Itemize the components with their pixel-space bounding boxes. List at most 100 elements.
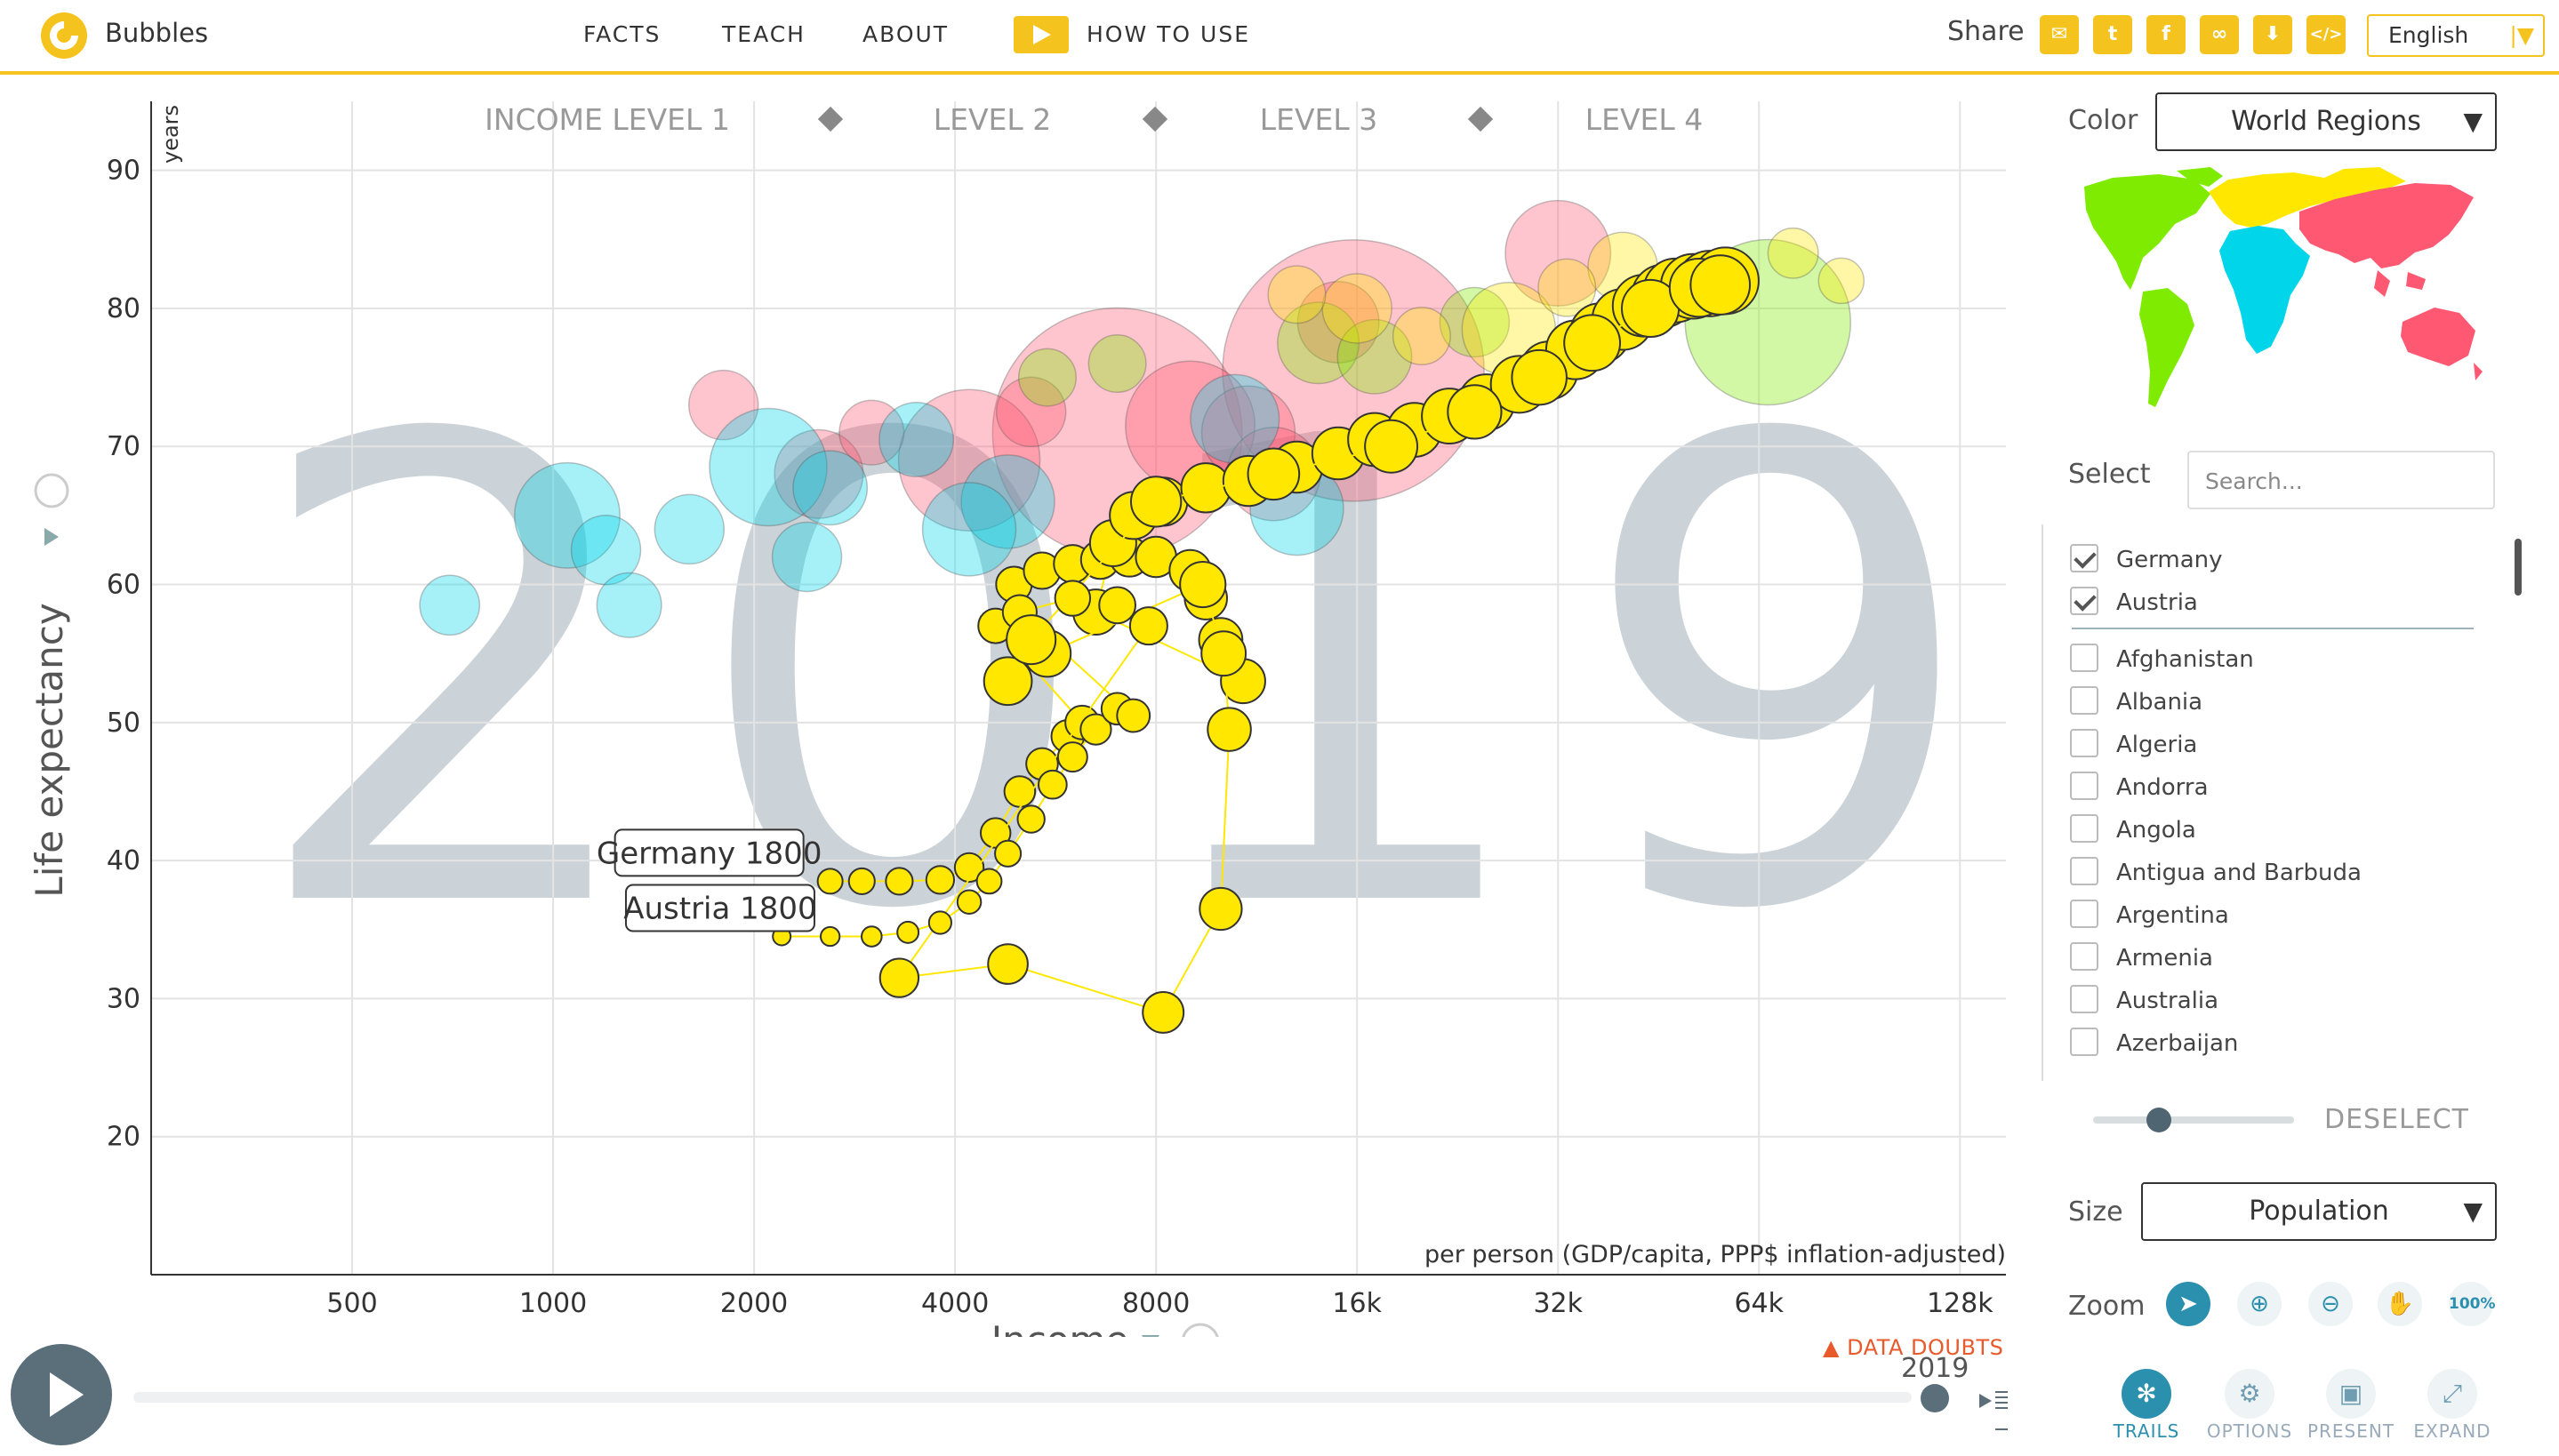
link-icon[interactable]: ∞ — [2200, 15, 2239, 54]
trail-bubble-austria — [878, 957, 920, 998]
gapminder-logo-icon[interactable] — [39, 11, 89, 60]
trails-label[interactable]: TRAILS — [2113, 1420, 2180, 1442]
trail-label: Austria 1800 — [623, 892, 816, 927]
top-navigation-bar: Bubbles FACTS TEACH ABOUT HOW TO USE Sha… — [0, 0, 2559, 75]
income-level-label: LEVEL 4 — [1585, 102, 1704, 137]
language-select[interactable]: English |▼ — [2367, 14, 2545, 57]
checkbox[interactable] — [2070, 644, 2098, 672]
list-item-label: Azerbaijan — [2116, 1030, 2239, 1057]
checkbox[interactable] — [2070, 772, 2098, 800]
color-select[interactable]: World Regions ▼ — [2155, 92, 2497, 151]
checkbox-checked[interactable] — [2070, 544, 2098, 572]
zoom-in-icon[interactable]: ⊕ — [2237, 1282, 2282, 1326]
trail-bubble-austria — [956, 889, 983, 915]
bubble-chart[interactable]: 2019 500 1000 2000 4000 8000 16k 32k 64k 128k 20 3… — [0, 75, 2027, 1337]
facebook-icon[interactable]: f — [2146, 15, 2186, 54]
expand-icon[interactable]: ⤢ — [2427, 1369, 2477, 1419]
bubble-americas — [1336, 318, 1413, 395]
trail-bubble-austria — [1128, 606, 1168, 646]
y-tick-label: 50 — [107, 708, 140, 739]
opacity-slider-handle[interactable] — [2146, 1108, 2171, 1132]
bubble-asia — [687, 369, 759, 441]
options-gear-icon[interactable]: ⚙ — [2225, 1369, 2274, 1419]
checkbox[interactable] — [2070, 729, 2098, 757]
nav-facts[interactable]: FACTS — [583, 21, 662, 47]
checkbox[interactable] — [2070, 857, 2098, 885]
zoom-out-icon[interactable]: ⊖ — [2308, 1282, 2353, 1326]
bubble-africa — [878, 402, 955, 477]
checkbox[interactable] — [2070, 686, 2098, 715]
bubble-asia — [774, 428, 864, 519]
trail-label-box — [624, 884, 815, 932]
trail-bubble-austria — [896, 920, 920, 944]
timeline-slider[interactable] — [133, 1392, 1912, 1403]
trail-bubble-austria — [1179, 560, 1227, 609]
checkbox[interactable] — [2070, 942, 2098, 971]
list-scrollbar[interactable] — [2515, 539, 2522, 596]
trail-bubble-germany — [847, 867, 876, 895]
checkbox[interactable] — [2070, 900, 2098, 928]
map-asia — [2299, 183, 2474, 268]
trail-bubble-austria — [927, 910, 952, 935]
search-placeholder: Search... — [2205, 468, 2303, 494]
checkbox-checked[interactable] — [2070, 587, 2098, 615]
present-label[interactable]: PRESENT — [2306, 1420, 2395, 1442]
country-search-input[interactable]: Search... — [2187, 451, 2495, 509]
bubble-africa — [921, 482, 1017, 577]
bubble-europe — [1267, 265, 1327, 324]
bubble-africa — [792, 450, 869, 526]
bubble-africa — [596, 572, 662, 638]
options-label[interactable]: OPTIONS — [2206, 1420, 2293, 1442]
color-label: Color — [2068, 105, 2138, 136]
background-year: 2019 — [246, 304, 2018, 1049]
nav-teach[interactable]: TEACH — [722, 21, 806, 47]
trail-bubble-germany — [816, 868, 844, 895]
trail-bubble-austria — [1364, 419, 1419, 474]
expand-label[interactable]: EXPAND — [2413, 1420, 2491, 1442]
size-select[interactable]: Population ▼ — [2141, 1182, 2497, 1241]
pointer-icon[interactable]: ➤ — [2166, 1282, 2210, 1326]
x-tick-label: 64k — [1734, 1288, 1784, 1319]
zoom-label: Zoom — [2068, 1291, 2146, 1322]
zoom-reset-button[interactable]: 100% — [2449, 1282, 2496, 1326]
timeline-handle[interactable] — [1921, 1384, 1949, 1412]
embed-icon[interactable]: </> — [2306, 15, 2346, 54]
trail-bubble-austria — [1079, 713, 1112, 746]
bubble-asia — [897, 388, 1041, 532]
world-regions-map[interactable] — [2077, 165, 2495, 414]
x-tick-label: 16k — [1332, 1288, 1382, 1319]
bubble-africa — [419, 574, 481, 636]
trail-bubble-austria — [1199, 886, 1243, 932]
trail-bubble-austria — [1054, 580, 1092, 617]
trail-bubble-austria — [1142, 990, 1185, 1034]
trail-bubble-austria — [1247, 447, 1301, 501]
video-play-icon[interactable] — [1014, 16, 1069, 53]
bubble-europe — [1321, 273, 1392, 344]
nav-about[interactable]: ABOUT — [862, 21, 950, 47]
deselect-button[interactable]: DESELECT — [2324, 1104, 2469, 1135]
bubble-africa — [513, 461, 621, 569]
checkbox[interactable] — [2070, 985, 2098, 1013]
checkbox[interactable] — [2070, 814, 2098, 843]
hand-icon[interactable]: ✋ — [2378, 1282, 2422, 1326]
app-title[interactable]: Bubbles — [105, 18, 209, 48]
trails-icon[interactable]: ✻ — [2122, 1369, 2171, 1419]
how-to-use-link[interactable]: HOW TO USE — [1087, 21, 1251, 47]
trail-bubble-austria — [1511, 348, 1568, 406]
checkbox[interactable] — [2070, 1028, 2098, 1056]
mail-icon[interactable]: ✉ — [2040, 15, 2079, 54]
country-list[interactable]: Germany Austria Afghanistan Albania Alge… — [2042, 524, 2506, 1081]
map-europe — [2209, 167, 2406, 228]
map-africa — [2219, 226, 2310, 354]
present-icon[interactable]: ▣ — [2326, 1369, 2376, 1419]
data-doubts-link[interactable]: ▲ DATA DOUBTS — [1823, 1335, 2004, 1360]
play-button[interactable] — [11, 1344, 112, 1445]
x-tick-label: 2000 — [720, 1288, 788, 1319]
map-americas — [2084, 174, 2210, 290]
level-divider-icon — [1142, 106, 1168, 132]
download-icon[interactable]: ⬇ — [2253, 15, 2292, 54]
opacity-slider[interactable] — [2093, 1116, 2294, 1124]
bubble-americas — [1277, 301, 1360, 385]
speed-icon[interactable] — [1977, 1380, 2009, 1433]
twitter-icon[interactable]: t — [2093, 15, 2132, 54]
